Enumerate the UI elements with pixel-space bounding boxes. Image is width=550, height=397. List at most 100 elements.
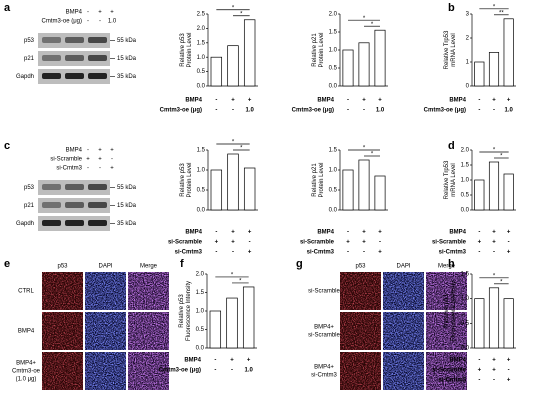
condition-label: BMP4 [449, 358, 466, 364]
condition-mark: 1.0 [245, 108, 254, 114]
blot-band [88, 220, 107, 226]
condition-label: BMP4 [449, 98, 466, 104]
bar [358, 42, 370, 87]
condition-mark: - [347, 230, 349, 236]
blot-band [42, 220, 61, 226]
condition-label: si-Scramble [50, 157, 82, 163]
significance-label: * [240, 11, 243, 17]
condition-label: BMP4 [317, 98, 334, 104]
blot-band [88, 202, 107, 208]
condition-mark: 1.0 [504, 108, 513, 114]
condition-mark: + [346, 240, 350, 246]
y-tick-label: 2.5 [197, 12, 206, 18]
condition-mark: + [86, 157, 90, 163]
condition-mark: - [478, 250, 480, 256]
micrograph-signal [340, 272, 381, 310]
significance-label: ** [499, 10, 504, 16]
condition-mark: + [248, 250, 252, 256]
condition-mark: + [362, 240, 366, 246]
y-tick-label: 0.5 [329, 66, 338, 72]
condition-mark: - [215, 250, 217, 256]
y-axis-label: Protein Level [319, 32, 325, 67]
significance-label: * [232, 5, 235, 11]
y-axis-label: mRNA Level [451, 33, 457, 66]
channel-label: Merge [140, 264, 158, 270]
blot-band [88, 184, 107, 190]
condition-mark: + [507, 358, 511, 364]
y-tick-label: 0.0 [461, 208, 470, 214]
y-tick-label: 1.0 [329, 168, 338, 174]
condition-mark: + [507, 250, 511, 256]
condition-mark: - [232, 108, 234, 114]
condition-mark: 1.0 [244, 368, 253, 374]
micrograph-signal [383, 312, 424, 350]
condition-mark: - [87, 148, 89, 154]
condition-label: si-Scramble [432, 368, 467, 374]
condition-label: BMP4 [66, 10, 83, 16]
condition-mark: + [378, 250, 382, 256]
blot-band [65, 37, 84, 43]
micrograph-signal [42, 352, 83, 390]
condition-mark: + [507, 378, 511, 384]
channel-label: DAPI [396, 264, 410, 270]
condition-mark: - [214, 358, 216, 364]
condition-mark: - [214, 368, 216, 374]
micrograph-signal [85, 272, 126, 310]
y-axis-label: Relative p53 [180, 163, 186, 197]
y-axis-label: Relative p53 [180, 33, 186, 67]
condition-mark: - [363, 108, 365, 114]
condition-label: si-Cmtm3 [175, 250, 203, 256]
micrograph-signal [85, 352, 126, 390]
condition-mark: + [478, 368, 482, 374]
y-tick-label: 0.0 [329, 84, 338, 90]
blot-band [42, 184, 61, 190]
condition-mark: + [230, 358, 234, 364]
y-tick-label: 0.5 [461, 193, 470, 199]
y-tick-label: 0.0 [197, 208, 206, 214]
significance-label: * [493, 4, 496, 10]
y-axis-label: Protein Level [187, 32, 193, 67]
y-tick-label: 1.5 [196, 290, 205, 296]
y-tick-label: 2.0 [329, 12, 338, 18]
condition-mark: + [362, 230, 366, 236]
row-label: (1.0 μg) [16, 377, 37, 383]
panel-label: c [4, 140, 10, 152]
blot-band [42, 55, 61, 61]
condition-mark: + [492, 358, 496, 364]
bar [474, 298, 485, 349]
y-tick-label: 1.5 [197, 40, 206, 46]
size-label: 55 kDa [117, 185, 137, 191]
y-axis-label: Fluorescence Intensity [186, 281, 192, 341]
y-tick-label: 0.5 [196, 327, 205, 333]
bar [342, 169, 354, 211]
row-label: si-Cmtm3 [311, 373, 337, 379]
condition-mark: 1.0 [376, 108, 385, 114]
blot-band [65, 55, 84, 61]
condition-mark: - [493, 250, 495, 256]
bar [488, 161, 500, 211]
condition-mark: + [98, 148, 102, 154]
condition-label: si-Scramble [168, 240, 203, 246]
protein-label: Gapdh [16, 221, 34, 227]
micrograph-signal [42, 272, 83, 310]
condition-mark: + [362, 98, 366, 104]
condition-mark: + [215, 240, 219, 246]
bar [227, 45, 239, 87]
significance-label: * [500, 154, 503, 160]
size-label: 55 kDa [117, 38, 137, 44]
bar [210, 56, 223, 87]
row-label: BMP4+ [16, 361, 36, 367]
y-tick-label: 1 [466, 60, 470, 66]
row-label: si-Scramble [308, 333, 340, 339]
blot-band [42, 37, 61, 43]
bar [374, 175, 386, 211]
condition-mark: - [478, 108, 480, 114]
y-axis-label: Relative Trp53 [444, 30, 450, 69]
y-tick-label: 1.0 [461, 178, 470, 184]
y-tick-label: 0.0 [461, 346, 470, 352]
protein-label: p21 [24, 203, 35, 209]
bar [358, 159, 370, 211]
condition-label: Cmtm3-oe (μg) [292, 108, 334, 114]
size-label: 35 kDa [117, 74, 137, 80]
